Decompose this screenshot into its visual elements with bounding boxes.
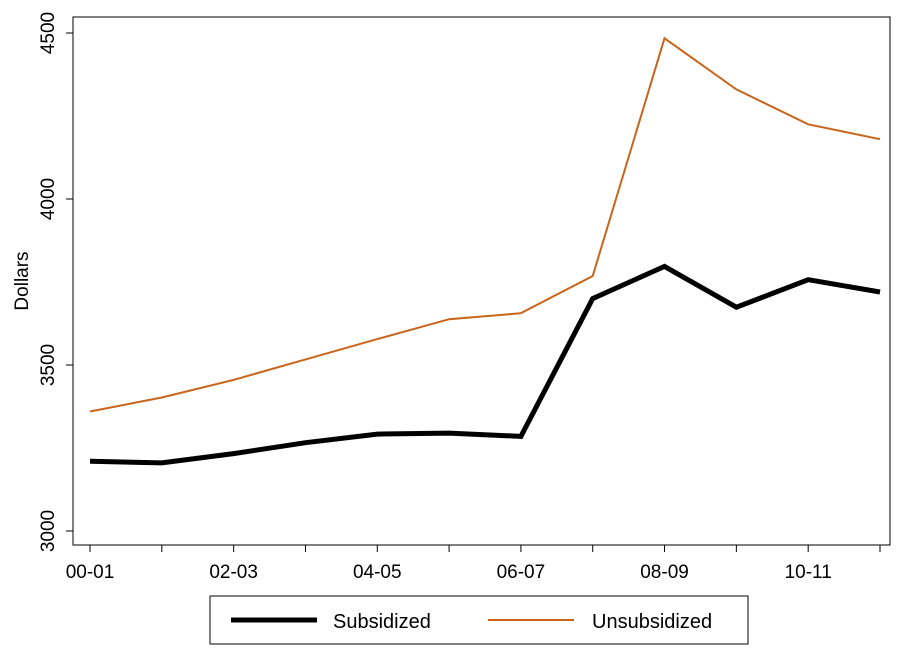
series-line-unsubsidized	[89, 36, 881, 413]
y-axis: 3000 3500 4000 4500	[38, 12, 73, 552]
plot-frame	[72, 16, 891, 546]
y-tick-label: 3000	[38, 510, 59, 552]
series-line-subsidized	[89, 263, 881, 466]
x-tick-label: 10-11	[785, 562, 832, 583]
x-tick-label: 02-03	[209, 562, 258, 583]
series-layer	[89, 36, 881, 466]
plot-area-border	[72, 16, 891, 546]
x-tick-label: 06-07	[497, 562, 546, 583]
legend-label-subsidized: Subsidized	[333, 611, 431, 633]
y-tick-label: 4500	[38, 12, 59, 54]
legend: Subsidized Unsubsidized	[209, 595, 749, 645]
x-tick-label: 04-05	[353, 562, 402, 583]
x-tick-label: 00-01	[66, 562, 115, 583]
x-axis: 00-01 02-03 04-05 06-07 08-09 10-11	[66, 545, 881, 583]
y-tick-label: 3500	[38, 344, 59, 386]
y-tick-label: 4000	[38, 178, 59, 220]
legend-label-unsubsidized: Unsubsidized	[592, 611, 712, 633]
x-tick-label: 08-09	[640, 562, 689, 583]
y-axis-title: Dollars	[12, 251, 33, 310]
